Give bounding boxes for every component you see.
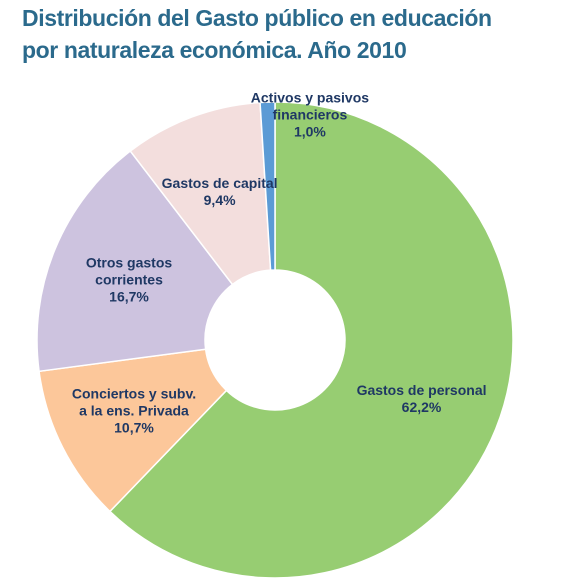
- value-label: 1,0%: [293, 123, 326, 140]
- value-label: 10,7%: [114, 419, 154, 436]
- slice: [36, 149, 234, 373]
- value-label: 62,2%: [401, 399, 442, 416]
- category-label: Otros gastos corrientes: [85, 254, 173, 288]
- category-label: Conciertos y subv. a la ens. Privada: [71, 385, 197, 419]
- value-label: 9,4%: [203, 192, 236, 209]
- category-label: Gastos de personal: [356, 382, 487, 399]
- slice-label: Activos y pasivos financieros 1,0%: [245, 90, 375, 141]
- category-label: Activos y pasivos financieros: [250, 89, 370, 123]
- slice-label: Otros gastos corrientes 16,7%: [64, 254, 194, 305]
- slice-label: Gastos de personal 62,2%: [357, 382, 487, 416]
- slice: [129, 101, 272, 286]
- slice: [259, 101, 276, 271]
- category-label: Gastos de capital: [161, 175, 278, 192]
- value-label: 16,7%: [109, 288, 149, 305]
- slice-label: Gastos de capital 9,4%: [155, 175, 285, 209]
- chart-title: Distribución del Gasto público en educac…: [22, 5, 492, 63]
- slice-label: Conciertos y subv. a la ens. Privada 10,7…: [69, 386, 199, 437]
- slice: [38, 348, 228, 513]
